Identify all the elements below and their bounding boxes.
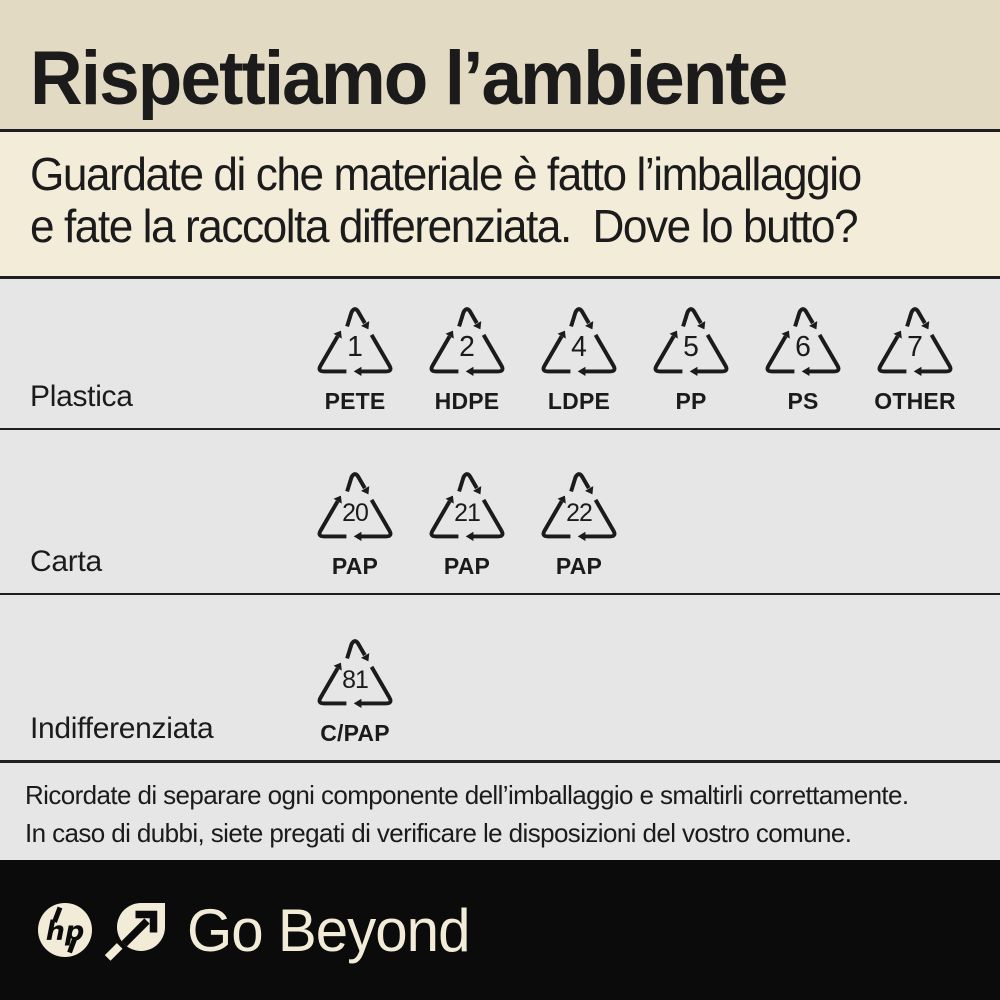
material-table: Plastica 1 PETE 2 HDPE 4 LDPE 5 PP 6 PS 7 OTHER Carta… <box>0 279 1000 763</box>
brand-footer: hp Go Beyond <box>0 860 1000 1000</box>
recycling-symbol-22: 22 PAP <box>523 466 635 580</box>
row-label: Plastica <box>30 380 133 413</box>
symbol-number: 1 <box>347 331 363 363</box>
leaf-stem <box>104 943 123 961</box>
symbol-number: 4 <box>571 331 587 363</box>
symbol-number: 5 <box>683 331 699 363</box>
subtitle-band: Guardate di che materiale è fatto l’imba… <box>0 132 1000 279</box>
note-line-2: In caso di dubbi, siete pregati di verif… <box>25 818 852 848</box>
row-label: Carta <box>30 545 102 578</box>
recycling-symbol-81: 81 C/PAP <box>299 633 411 747</box>
material-code-label: LDPE <box>547 388 611 414</box>
symbol-number: 21 <box>454 499 480 527</box>
material-code-label: PAP <box>331 553 379 579</box>
symbol-number: 6 <box>795 331 811 363</box>
note-line-1: Ricordate di separare ogni componente de… <box>25 780 909 810</box>
material-code-label: PETE <box>324 388 386 414</box>
material-row-plastica: Plastica 1 PETE 2 HDPE 4 LDPE 5 PP 6 PS 7 OTHER <box>0 279 1000 430</box>
recycling-symbol-7: 7 OTHER <box>859 301 971 415</box>
symbol-number: 7 <box>907 331 923 363</box>
material-code-label: PP <box>675 388 707 414</box>
material-row-indifferenziata: Indifferenziata 81 C/PAP <box>0 595 1000 763</box>
recycling-symbol-2: 2 HDPE <box>411 301 523 415</box>
row-label: Indifferenziata <box>30 712 214 745</box>
recycling-symbol-20: 20 PAP <box>299 466 411 580</box>
material-code-label: PS <box>787 388 819 414</box>
subtitle-line-2: e fate la raccolta differenziata. Dove l… <box>30 200 859 252</box>
recycling-triangle-icon: 21 <box>429 472 505 542</box>
recycling-triangle-icon: 2 <box>429 307 505 377</box>
recycling-triangle-icon: 4 <box>541 307 617 377</box>
symbol-number: 2 <box>459 331 475 363</box>
recycling-triangle-icon: 20 <box>317 472 393 542</box>
recycling-triangle-icon: 6 <box>765 307 841 377</box>
title-band: Rispettiamo l’ambiente <box>0 0 1000 132</box>
page-title: Rispettiamo l’ambiente <box>30 36 788 121</box>
recycling-triangle-icon: 5 <box>653 307 729 377</box>
hp-circle-logo-icon: hp <box>38 903 92 957</box>
material-row-carta: Carta 20 PAP 21 PAP 22 PAP <box>0 430 1000 595</box>
leaf-arrow-glyph <box>118 910 158 950</box>
leaf-arrow-icon <box>104 902 166 962</box>
recycling-symbol-1: 1 PETE <box>299 301 411 415</box>
symbol-number: 81 <box>342 666 368 694</box>
leaf-shape <box>117 903 165 951</box>
brand-tagline: Go Beyond <box>187 896 470 964</box>
recycling-symbol-5: 5 PP <box>635 301 747 415</box>
recycling-symbol-6: 6 PS <box>747 301 859 415</box>
material-code-label: HDPE <box>434 388 500 414</box>
symbol-number: 22 <box>566 499 592 527</box>
recycling-symbol-21: 21 PAP <box>411 466 523 580</box>
symbol-number: 20 <box>342 499 368 527</box>
subtitle-line-1: Guardate di che materiale è fatto l’imba… <box>30 148 862 200</box>
material-code-label: OTHER <box>874 388 956 414</box>
recycling-triangle-icon: 1 <box>317 307 393 377</box>
material-code-label: C/PAP <box>320 720 390 746</box>
material-code-label: PAP <box>443 553 491 579</box>
recycling-triangle-icon: 7 <box>877 307 953 377</box>
note-band: Ricordate di separare ogni componente de… <box>0 763 1000 860</box>
recycling-triangle-icon: 22 <box>541 472 617 542</box>
recycling-symbol-4: 4 LDPE <box>523 301 635 415</box>
hp-brand-text: hp <box>46 916 85 947</box>
recycling-triangle-icon: 81 <box>317 639 393 709</box>
material-code-label: PAP <box>555 553 603 579</box>
